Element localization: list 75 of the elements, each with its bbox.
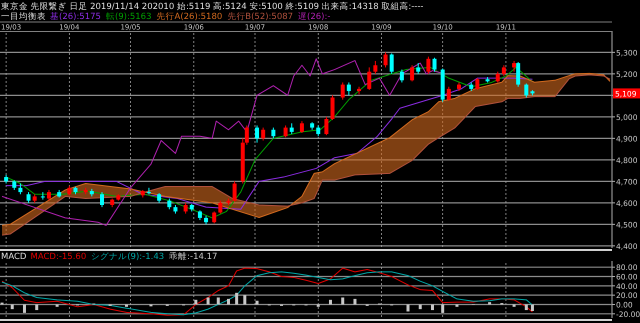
- chart-subtitle: 一目均衡表: [1, 11, 46, 22]
- candlestick: [390, 52, 394, 74]
- text: 遅(26):-: [298, 11, 330, 22]
- bar: [524, 304, 528, 310]
- candlestick: [232, 180, 237, 202]
- bar: [56, 304, 59, 307]
- candlestick: [12, 180, 16, 190]
- bar: [35, 304, 38, 310]
- text: MACD:-15.60: [30, 252, 86, 262]
- text: 先行A(26):5180: [156, 11, 222, 22]
- bar: [226, 298, 230, 304]
- candlestick: [330, 94, 335, 121]
- bar: [530, 304, 534, 312]
- candlestick: [284, 124, 288, 138]
- text: シグナル(9):-1.43: [91, 251, 164, 262]
- candlestick: [46, 189, 51, 202]
- candlestick: [300, 120, 304, 134]
- bar: [124, 304, 128, 307]
- text: 基(26):5175: [50, 11, 101, 22]
- text: 乖離:-14.17: [169, 251, 218, 262]
- candlestick: [475, 78, 480, 90]
- bar: [206, 297, 210, 304]
- bar: [353, 298, 356, 304]
- bar: [512, 304, 516, 307]
- candlestick: [426, 56, 430, 74]
- candlestick: [18, 183, 22, 195]
- bar: [406, 304, 410, 312]
- bar: [316, 304, 320, 307]
- candlestick: [384, 52, 388, 68]
- bar: [441, 304, 444, 313]
- candlestick: [324, 116, 328, 136]
- bar: [216, 297, 220, 304]
- candlestick: [496, 71, 500, 83]
- candlestick: [184, 202, 188, 214]
- candlestick: [67, 185, 72, 196]
- candlestick: [432, 57, 437, 72]
- candlestick: [410, 64, 414, 82]
- candlestick: [198, 210, 202, 221]
- bar: [235, 292, 238, 304]
- candlestick: [400, 69, 404, 83]
- candlestick: [524, 83, 528, 98]
- candlestick: [373, 60, 378, 74]
- chart-title: MACD: [1, 252, 27, 262]
- bar: [328, 300, 332, 304]
- bar: [418, 304, 422, 310]
- candlestick: [255, 124, 260, 144]
- candlestick: [167, 198, 172, 210]
- bar: [22, 304, 26, 313]
- candlestick: [416, 62, 420, 74]
- bar: [455, 304, 458, 307]
- text: 転(9):5163: [106, 11, 152, 22]
- candlestick: [512, 60, 516, 72]
- bar: [10, 304, 14, 310]
- bar: [341, 297, 344, 304]
- bar: [430, 304, 434, 310]
- candlestick: [271, 127, 276, 139]
- candlestick: [316, 124, 320, 137]
- candlestick: [100, 192, 104, 208]
- bar: [243, 295, 246, 304]
- candlestick: [157, 192, 162, 204]
- candlestick: [516, 62, 520, 88]
- candlestick: [212, 210, 216, 224]
- bar: [194, 300, 198, 304]
- text: 先行B(52):5087: [227, 11, 294, 22]
- candlestick: [502, 64, 506, 76]
- candlestick: [367, 66, 372, 90]
- candlestick: [26, 192, 31, 204]
- bar: [256, 300, 259, 304]
- candlestick: [340, 82, 345, 100]
- chart-title: 東京金 先限繋ぎ 日足 2019/11/14 202010 始:5119 高:5124 安:5100 終:5109 出来高:14318 取組高:----: [1, 1, 424, 12]
- candlestick: [446, 86, 451, 102]
- candlestick: [346, 82, 351, 96]
- candlestick: [261, 127, 266, 141]
- candlestick: [290, 122, 294, 135]
- candlestick: [218, 200, 222, 214]
